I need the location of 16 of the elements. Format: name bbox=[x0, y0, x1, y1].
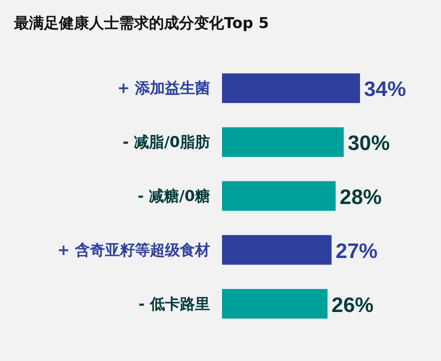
chart-title: 最满足健康人士需求的成分变化Top 5 bbox=[13, 14, 269, 32]
y-tick-label: - 低卡路里 bbox=[138, 294, 210, 313]
y-tick-label: - 减脂/0脂肪 bbox=[122, 133, 210, 152]
data-label: 34% bbox=[364, 78, 406, 102]
bar bbox=[222, 288, 328, 319]
bar bbox=[222, 73, 360, 104]
y-tick-label: + 添加益生菌 bbox=[117, 79, 210, 98]
data-label: 30% bbox=[348, 132, 390, 156]
bar bbox=[222, 181, 336, 211]
y-tick-label: + 含奇亚籽等超级食材 bbox=[57, 240, 210, 259]
data-label: 28% bbox=[340, 186, 382, 209]
y-tick-label: - 减糖/0糖 bbox=[138, 187, 210, 205]
data-label: 26% bbox=[332, 294, 374, 317]
data-label: 27% bbox=[336, 240, 378, 263]
bar bbox=[222, 235, 332, 265]
bar bbox=[222, 127, 344, 157]
